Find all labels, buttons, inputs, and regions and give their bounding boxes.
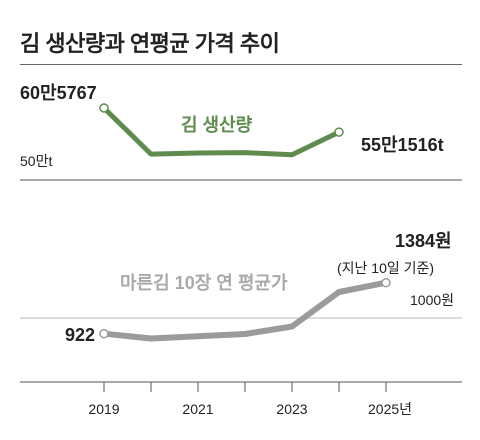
price-series-name: 마른김 10장 연 평균가 bbox=[120, 273, 288, 293]
production-series-name: 김 생산량 bbox=[181, 115, 253, 135]
chart-title: 김 생산량과 연평균 가격 추이 bbox=[20, 31, 280, 56]
price-first-value: 922 bbox=[65, 325, 95, 345]
production-point-2019 bbox=[99, 103, 109, 113]
production-last-value: 55만1516t bbox=[361, 135, 444, 155]
price-reference-label: 1000원 bbox=[410, 292, 454, 308]
price-point-2019 bbox=[99, 328, 109, 339]
price-series-line bbox=[101, 279, 389, 342]
x-axis-tick-label-2019: 2019 bbox=[88, 401, 119, 417]
production-reference-label: 50만t bbox=[20, 153, 52, 169]
price-last-value: 1384원 bbox=[395, 231, 452, 251]
production-point-2024 bbox=[334, 127, 344, 137]
price-last-note: (지난 10일 기준) bbox=[337, 260, 434, 276]
x-axis-tick-label-2025: 2025년 bbox=[368, 401, 412, 417]
x-axis-tick-label-2023: 2023 bbox=[276, 401, 307, 417]
price-point-2025 bbox=[381, 277, 391, 288]
production-series-line bbox=[101, 105, 342, 158]
x-axis-tick-label-2021: 2021 bbox=[182, 401, 213, 417]
title-rule bbox=[20, 64, 462, 65]
production-first-value: 60만5767 bbox=[20, 83, 97, 103]
